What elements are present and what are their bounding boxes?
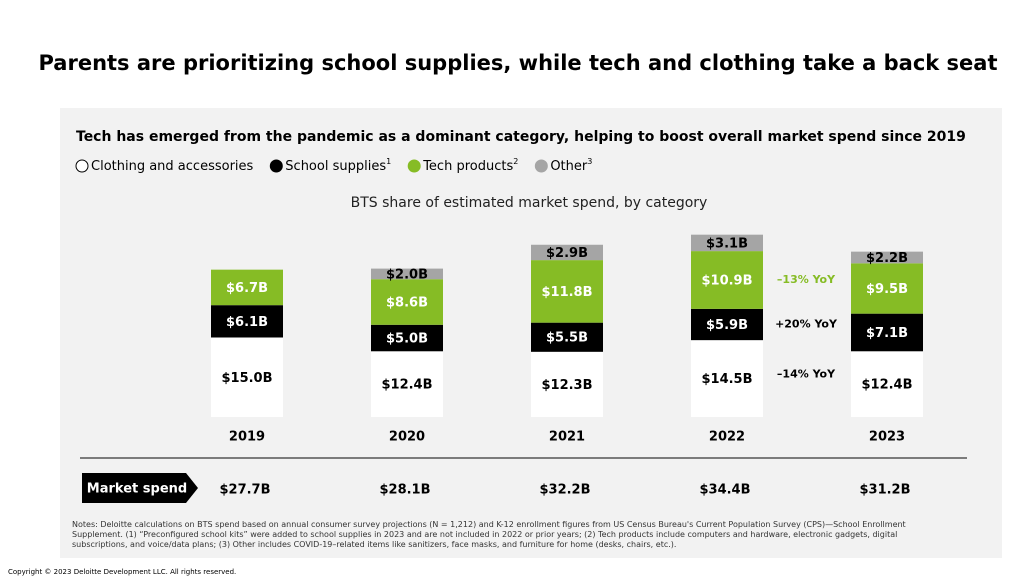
value-label: $5.5B — [546, 331, 588, 346]
market-spend-value: $32.2B — [539, 483, 590, 498]
legend-label: Tech products2 — [422, 157, 518, 174]
bar-segment — [211, 337, 283, 417]
x-tick-label: 2020 — [389, 430, 425, 445]
legend-note: 1 — [386, 157, 391, 166]
market-spend-badge — [82, 473, 198, 503]
bar-segment — [851, 263, 923, 314]
market-spend-value: $28.1B — [379, 483, 430, 498]
x-tick-label: 2022 — [709, 430, 745, 445]
value-label: $6.1B — [226, 315, 268, 330]
bar-segment — [371, 351, 443, 417]
title: Parents are prioritizing school supplies… — [38, 51, 997, 75]
x-tick-label: 2019 — [229, 430, 265, 445]
legend-label: Other3 — [550, 157, 592, 174]
bar-segment — [371, 268, 443, 280]
legend-name: School supplies — [285, 159, 386, 174]
bar-segment — [691, 234, 763, 252]
legend-swatch — [75, 159, 89, 173]
value-label: $9.5B — [866, 282, 908, 297]
value-label: $3.1B — [706, 236, 748, 251]
value-label: $12.4B — [861, 378, 912, 393]
legend-swatch — [407, 159, 421, 173]
bar-segment — [851, 313, 923, 352]
bar-segment — [691, 340, 763, 417]
annotation: +20% YoY — [775, 318, 838, 331]
bar-segment — [531, 351, 603, 417]
value-label: $11.8B — [541, 285, 592, 300]
value-label: $6.7B — [226, 281, 268, 296]
legend-label: School supplies1 — [285, 157, 391, 174]
value-label: $2.0B — [386, 267, 428, 282]
value-label: $2.2B — [866, 251, 908, 266]
x-tick-label: 2021 — [549, 430, 585, 445]
value-label: $14.5B — [701, 372, 752, 387]
subtitle: Tech has emerged from the pandemic as a … — [76, 129, 966, 145]
chart-title: BTS share of estimated market spend, by … — [351, 195, 708, 211]
annotation: –14% YoY — [777, 368, 836, 381]
value-label: $10.9B — [701, 273, 752, 288]
legend-name: Tech products — [422, 159, 513, 174]
bar-segment — [851, 251, 923, 264]
legend-note: 2 — [513, 157, 518, 166]
bar-segment — [691, 251, 763, 309]
market-spend-value: $34.4B — [699, 483, 750, 498]
value-label: $12.3B — [541, 378, 592, 393]
bar-segment — [211, 305, 283, 338]
bar-segment — [691, 308, 763, 341]
annotation: –13% YoY — [777, 273, 836, 286]
value-label: $5.0B — [386, 332, 428, 347]
copyright: Copyright © 2023 Deloitte Development LL… — [8, 568, 237, 576]
value-label: $12.4B — [381, 378, 432, 393]
value-label: $15.0B — [221, 371, 272, 386]
legend-note: 3 — [587, 157, 592, 166]
legend-swatch — [534, 159, 548, 173]
value-label: $7.1B — [866, 326, 908, 341]
market-spend-value: $27.7B — [219, 483, 270, 498]
legend-label: Clothing and accessories — [91, 159, 254, 174]
notes: Notes: Deloitte calculations on BTS spen… — [72, 520, 906, 549]
value-label: $5.9B — [706, 318, 748, 333]
legend-swatch — [269, 159, 283, 173]
legend-name: Other — [550, 159, 588, 174]
bar-segment — [371, 324, 443, 352]
value-label: $8.6B — [386, 295, 428, 310]
legend-name: Clothing and accessories — [91, 159, 254, 174]
bar-segment — [851, 351, 923, 417]
market-spend-label: Market spend — [87, 482, 187, 497]
x-tick-label: 2023 — [869, 430, 905, 445]
bar-segment — [531, 260, 603, 323]
bar-segment — [211, 269, 283, 306]
value-label: $2.9B — [546, 246, 588, 261]
bar-segment — [531, 322, 603, 352]
bar-segment — [371, 279, 443, 325]
bar-segment — [531, 244, 603, 261]
market-spend-value: $31.2B — [859, 483, 910, 498]
